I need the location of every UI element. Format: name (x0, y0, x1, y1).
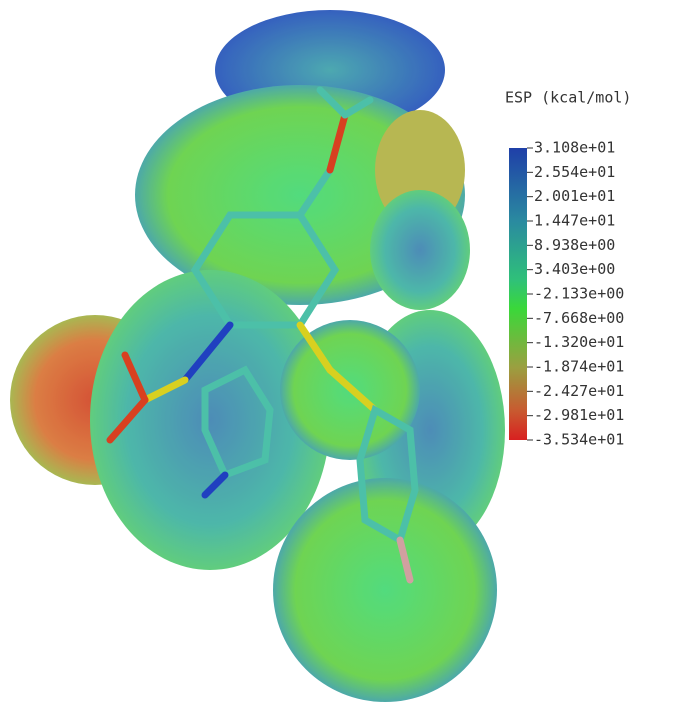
colorbar-label: 1.447e+01 (534, 212, 615, 230)
colorbar-label: -2.133e+00 (534, 285, 624, 303)
colorbar-label: 3.108e+01 (534, 139, 615, 157)
colorbar-title: ESP (kcal/mol) (505, 89, 631, 107)
esp-surface (10, 10, 505, 702)
colorbar-label: -2.427e+01 (534, 382, 624, 400)
colorbar-gradient (509, 148, 527, 440)
esp-figure: ESP (kcal/mol) 3.108e+01 2.554e+01 2.001e+… (0, 0, 679, 706)
colorbar-label: -2.981e+01 (534, 406, 624, 424)
colorbar-label: 8.938e+00 (534, 236, 615, 254)
colorbar-label: -3.534e+01 (534, 431, 624, 449)
colorbar-label: 2.554e+01 (534, 163, 615, 181)
colorbar-label: -7.668e+00 (534, 309, 624, 327)
colorbar-label: 3.403e+00 (534, 260, 615, 278)
colorbar-label: -1.874e+01 (534, 358, 624, 376)
colorbar-label: 2.001e+01 (534, 187, 615, 205)
colorbar: ESP (kcal/mol) 3.108e+01 2.554e+01 2.001e+… (505, 89, 631, 449)
colorbar-label: -1.320e+01 (534, 333, 624, 351)
